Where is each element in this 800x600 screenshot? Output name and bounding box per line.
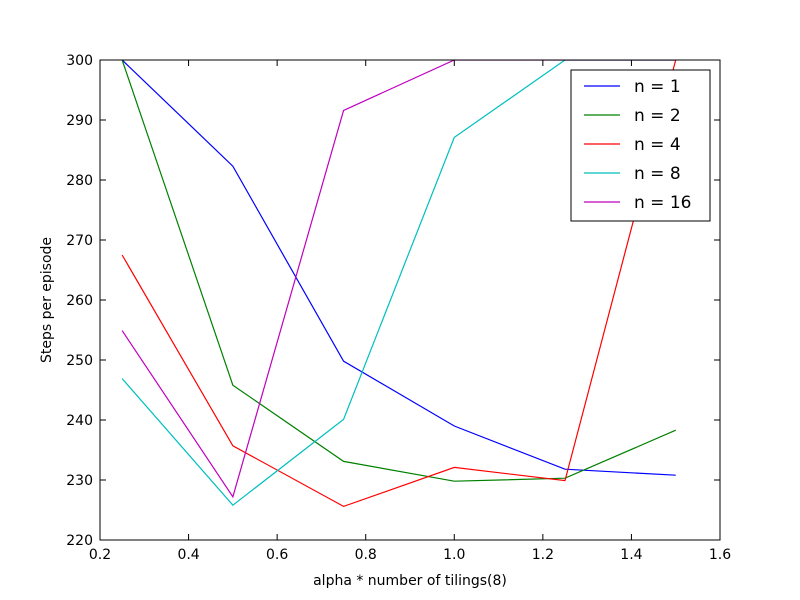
y-tick-label: 220 [66, 533, 93, 549]
y-tick-label: 270 [66, 233, 93, 249]
x-tick-label: 0.8 [355, 547, 377, 563]
y-tick-label: 300 [66, 53, 93, 69]
x-tick-label: 1.0 [443, 547, 465, 563]
x-tick-label: 1.4 [620, 547, 642, 563]
legend: n = 1 n = 2 n = 4 n = 8 n = 16 [570, 69, 711, 222]
legend-label-4: n = 8 [634, 164, 681, 184]
x-tick-label: 1.6 [709, 547, 731, 563]
x-tick-label: 0.2 [89, 547, 111, 563]
x-tick-label: 0.6 [266, 547, 288, 563]
x-tick-label: 0.4 [177, 547, 199, 563]
legend-label-2: n = 2 [634, 106, 681, 126]
y-tick-label: 230 [66, 473, 93, 489]
series-line-3 [121, 60, 677, 508]
y-axis-label: Steps per episode [39, 237, 55, 363]
series-line-4 [121, 60, 676, 507]
series-line-2 [121, 60, 676, 482]
x-tick-label: 1.2 [532, 547, 554, 563]
y-tick-label: 250 [66, 353, 93, 369]
y-tick-label: 240 [66, 413, 93, 429]
legend-label-3: n = 4 [634, 135, 681, 155]
x-axis-label: alpha * number of tilings(8) [313, 573, 507, 589]
legend-label-5: n = 16 [634, 193, 691, 213]
y-tick-label: 260 [66, 293, 93, 309]
series-layer [121, 60, 677, 508]
legend-box [570, 69, 711, 222]
y-tick-label: 290 [66, 113, 93, 129]
series-line-5 [121, 60, 676, 499]
ticks-layer: 0.2 0.4 0.6 0.8 1.0 1.2 1.4 1.6 220 230 240 250 260 2… [66, 53, 731, 563]
legend-label-1: n = 1 [634, 77, 681, 97]
y-tick-label: 280 [66, 173, 93, 189]
